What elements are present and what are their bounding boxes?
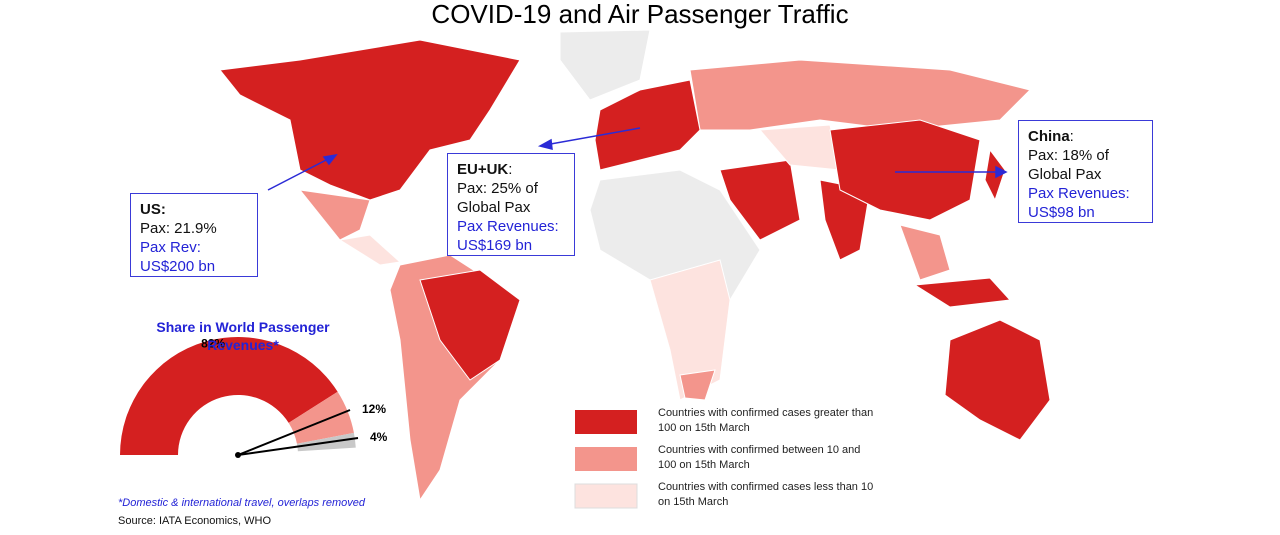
gauge-segment xyxy=(120,337,338,455)
gauge-title: Share in World Passenger Revenues* xyxy=(156,319,330,353)
callout-line: Global Pax xyxy=(457,199,531,216)
title: COVID-19 and Air Passenger Traffic xyxy=(431,0,848,29)
arrow-head xyxy=(995,165,1008,179)
pointer xyxy=(237,409,351,456)
greenland xyxy=(559,29,651,101)
callout-line: Pax Rev: xyxy=(140,239,201,256)
gauge-label: 82% xyxy=(201,337,225,351)
china-callout: China: Pax: 18% of Global Pax Pax Revenu… xyxy=(1018,120,1153,223)
north-america xyxy=(219,39,521,201)
callout-line: Pax: 21.9% xyxy=(140,220,217,237)
callout-line: US$169 bn xyxy=(457,237,533,254)
brazil xyxy=(419,269,521,381)
callout-line: US$200 bn xyxy=(140,258,216,275)
legend-swatch xyxy=(575,410,637,434)
callout-line: Global Pax xyxy=(1028,166,1102,183)
callout-name: China xyxy=(1028,128,1070,145)
legend-label: Countries with confirmed cases greater t… xyxy=(658,407,874,434)
legend xyxy=(574,410,638,509)
indonesia xyxy=(913,277,1012,308)
legend-label: Countries with confirmed cases less than… xyxy=(658,481,874,508)
central-america xyxy=(338,234,402,266)
callout-line: Pax Revenues: xyxy=(1028,185,1130,202)
callout-name: EU+UK xyxy=(457,161,509,178)
mexico xyxy=(298,189,371,241)
south-africa xyxy=(679,369,716,401)
callout-line: Pax: 18% of xyxy=(1028,147,1109,164)
australia xyxy=(944,319,1051,441)
arrow xyxy=(267,157,331,191)
japan xyxy=(984,148,1006,202)
callout-line: Pax Revenues: xyxy=(457,218,559,235)
legend-swatch xyxy=(574,483,638,509)
southern-africa xyxy=(649,259,731,401)
gauge-label: 4% xyxy=(370,430,388,444)
southeast-asia xyxy=(899,224,951,281)
us-callout: US: Pax: 21.9% Pax Rev: US$200 bn xyxy=(130,193,258,277)
pointer xyxy=(237,437,359,456)
eu-callout: EU+UK: Pax: 25% of Global Pax Pax Revenu… xyxy=(447,153,575,256)
legend-label: Countries with confirmed between 10 and … xyxy=(658,444,861,471)
gauge-label: 12% xyxy=(362,402,386,416)
arrow-head xyxy=(537,138,553,150)
middle-east xyxy=(719,159,801,241)
gauge-pivot xyxy=(235,452,241,458)
legend-swatch xyxy=(575,447,637,471)
source: Source: IATA Economics, WHO xyxy=(118,515,271,527)
footnote: *Domestic & international travel, overla… xyxy=(118,497,366,509)
callout-line: US$98 bn xyxy=(1028,204,1095,221)
arrow-head xyxy=(322,153,338,166)
countries xyxy=(219,29,1051,502)
europe xyxy=(594,79,701,171)
russia xyxy=(689,59,1031,131)
china xyxy=(829,119,981,221)
callout-name: US: xyxy=(140,201,166,218)
gauge: 82% 12% 4% xyxy=(120,337,388,458)
arrows xyxy=(267,127,1008,191)
arrow xyxy=(544,127,641,146)
gauge-segment xyxy=(288,391,354,444)
callout-line: Pax: 25% of xyxy=(457,180,538,197)
